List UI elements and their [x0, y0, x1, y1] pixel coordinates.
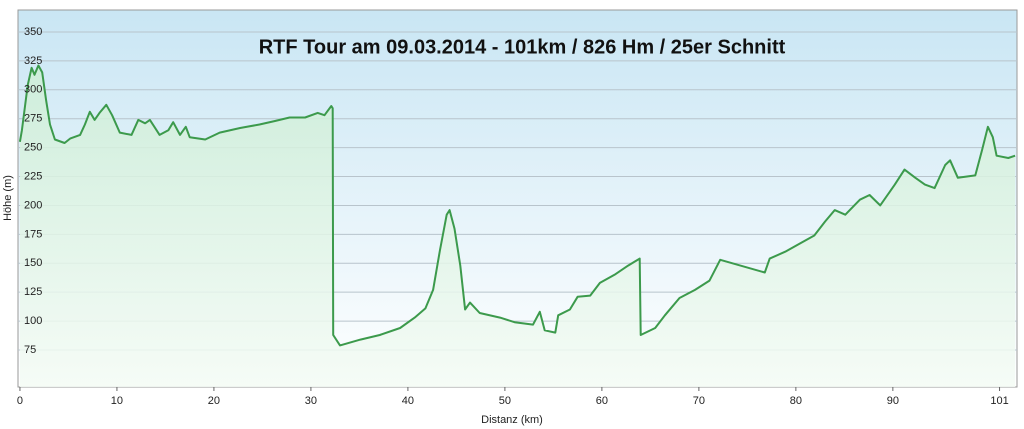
x-tick-label: 101 [990, 395, 1008, 407]
x-tick-label: 50 [499, 395, 511, 407]
y-tick-label: 325 [24, 55, 42, 67]
y-tick-label: 350 [24, 26, 42, 38]
x-tick-label: 70 [693, 395, 705, 407]
x-tick-label: 10 [111, 395, 123, 407]
y-tick-label: 75 [24, 344, 36, 356]
y-tick-label: 300 [24, 84, 42, 96]
y-tick-label: 175 [24, 228, 42, 240]
x-tick-label: 20 [208, 395, 220, 407]
x-tick-label: 0 [17, 395, 23, 407]
y-tick-label: 125 [24, 286, 42, 298]
elevation-line [18, 64, 1016, 347]
x-tick-label: 80 [790, 395, 802, 407]
y-tick-label: 225 [24, 170, 42, 182]
y-tick-label: 200 [24, 199, 42, 211]
chart-title: RTF Tour am 09.03.2014 - 101km / 826 Hm … [259, 36, 786, 58]
y-tick-label: 250 [24, 142, 42, 154]
x-tick-label: 60 [596, 395, 608, 407]
x-axis-label: Distanz (km) [481, 414, 543, 426]
y-tick-label: 275 [24, 113, 42, 125]
x-tick-label: 30 [305, 395, 317, 407]
x-tick-label: 40 [402, 395, 414, 407]
x-tick-label: 90 [887, 395, 899, 407]
y-axis-label: Höhe (m) [2, 175, 14, 221]
y-tick-label: 150 [24, 257, 42, 269]
y-tick-label: 100 [24, 315, 42, 327]
area-fill [19, 65, 1016, 387]
